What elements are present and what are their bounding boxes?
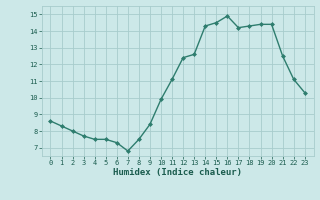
X-axis label: Humidex (Indice chaleur): Humidex (Indice chaleur): [113, 168, 242, 177]
